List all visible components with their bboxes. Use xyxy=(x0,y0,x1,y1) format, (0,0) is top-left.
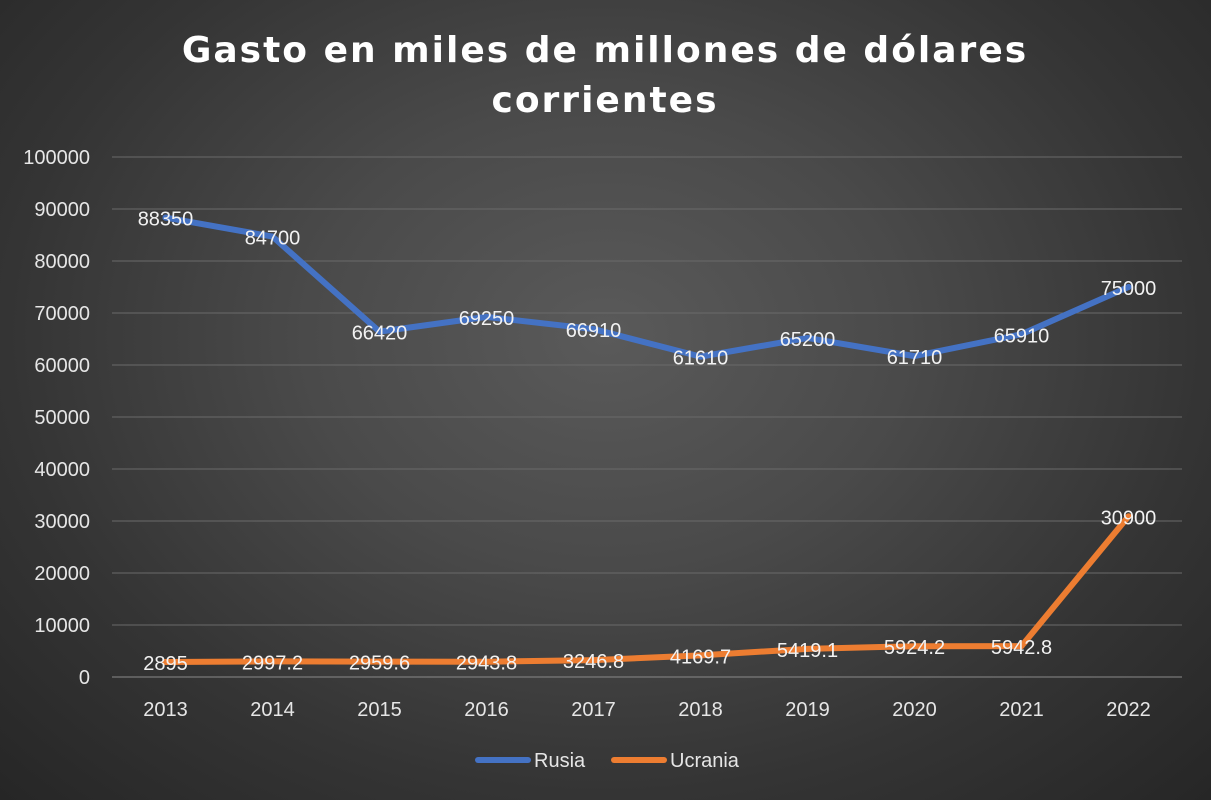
y-tick-label: 40000 xyxy=(34,459,90,481)
legend-label: Rusia xyxy=(534,750,586,772)
series-line-rusia xyxy=(162,214,1132,360)
y-tick-label: 100000 xyxy=(23,147,90,169)
data-label-ucrania: 5942.8 xyxy=(991,637,1052,659)
x-tick-label: 2014 xyxy=(250,699,295,721)
y-axis: 0 10000 20000 30000 40000 50000 60000 70000 8000… xyxy=(23,147,90,689)
data-point-ucrania xyxy=(1125,513,1132,520)
legend-item-ucrania[interactable]: Ucrania xyxy=(611,750,740,772)
x-tick-label: 2015 xyxy=(357,699,402,721)
chart-title-line-2: corrientes xyxy=(491,80,718,121)
data-label-rusia: 66910 xyxy=(566,320,622,342)
data-label-ucrania: 2895 xyxy=(143,653,188,675)
data-point-rusia xyxy=(269,233,276,240)
data-label-ucrania: 3246.8 xyxy=(563,651,624,673)
data-label-rusia: 69250 xyxy=(459,308,515,330)
data-label-ucrania: 5419.1 xyxy=(777,640,838,662)
y-tick-label: 50000 xyxy=(34,407,90,429)
x-axis: 2013 2014 2015 2016 2017 2018 2019 2020 2021 2022 xyxy=(143,699,1151,721)
data-label-rusia: 61710 xyxy=(887,347,943,369)
data-label-rusia: 66420 xyxy=(352,323,408,345)
data-label-rusia: 65200 xyxy=(780,329,836,351)
x-tick-label: 2013 xyxy=(143,699,188,721)
x-tick-label: 2022 xyxy=(1106,699,1151,721)
data-label-ucrania: 2959.6 xyxy=(349,653,410,675)
data-point-rusia xyxy=(911,353,918,360)
x-tick-label: 2017 xyxy=(571,699,616,721)
legend[interactable]: Rusia Ucrania xyxy=(475,750,740,772)
data-point-ucrania xyxy=(269,658,276,665)
data-point-ucrania xyxy=(483,658,490,665)
data-label-rusia: 61610 xyxy=(673,348,729,370)
data-point-ucrania xyxy=(590,657,597,664)
data-label-rusia: 88350 xyxy=(138,209,194,231)
data-point-rusia xyxy=(697,353,704,360)
y-tick-label: 80000 xyxy=(34,251,90,273)
y-tick-label: 20000 xyxy=(34,563,90,585)
chart-title-line-1: Gasto en miles de millones de dólares xyxy=(182,30,1028,71)
y-tick-label: 60000 xyxy=(34,355,90,377)
data-point-rusia xyxy=(590,326,597,333)
data-point-ucrania xyxy=(376,658,383,665)
data-point-rusia xyxy=(162,214,169,221)
x-tick-label: 2016 xyxy=(464,699,509,721)
data-label-ucrania: 2997.2 xyxy=(242,652,303,674)
y-tick-label: 70000 xyxy=(34,303,90,325)
data-point-ucrania xyxy=(804,645,811,652)
data-label-ucrania: 30900 xyxy=(1101,507,1157,529)
data-point-ucrania xyxy=(911,643,918,650)
x-tick-label: 2021 xyxy=(999,699,1044,721)
data-point-ucrania xyxy=(162,658,169,665)
data-point-ucrania xyxy=(1018,643,1025,650)
x-tick-label: 2019 xyxy=(785,699,830,721)
y-tick-label: 0 xyxy=(79,667,90,689)
y-tick-label: 10000 xyxy=(34,615,90,637)
data-label-ucrania: 2943.8 xyxy=(456,653,517,675)
y-tick-label: 30000 xyxy=(34,511,90,533)
series-line-ucrania xyxy=(162,513,1132,665)
data-point-ucrania xyxy=(697,652,704,659)
y-tick-label: 90000 xyxy=(34,199,90,221)
x-tick-label: 2018 xyxy=(678,699,723,721)
data-label-rusia: 75000 xyxy=(1101,278,1157,300)
data-label-rusia: 65910 xyxy=(994,325,1050,347)
data-label-rusia: 84700 xyxy=(245,228,301,250)
data-label-ucrania: 4169.7 xyxy=(670,646,731,668)
gridlines xyxy=(112,156,1182,678)
data-label-ucrania: 5924.2 xyxy=(884,637,945,659)
data-point-rusia xyxy=(1125,284,1132,290)
legend-item-rusia[interactable]: Rusia xyxy=(475,750,586,772)
data-labels: 88350 84700 66420 69250 66910 61610 65200 61710… xyxy=(138,209,1157,675)
series-lines xyxy=(162,214,1132,665)
data-point-rusia xyxy=(1018,331,1025,338)
data-point-rusia xyxy=(483,313,490,320)
data-point-rusia xyxy=(804,334,811,341)
x-tick-label: 2020 xyxy=(892,699,937,721)
legend-label: Ucrania xyxy=(670,750,740,772)
data-point-rusia xyxy=(376,328,383,335)
